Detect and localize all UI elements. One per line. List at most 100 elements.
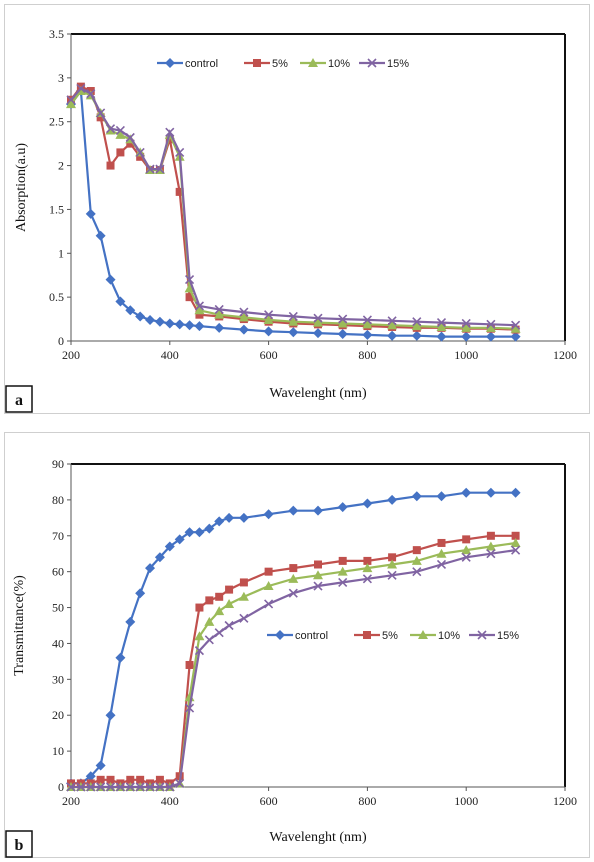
data-point-control	[263, 326, 274, 337]
data-point-10%	[362, 319, 373, 329]
series-15%	[66, 83, 521, 330]
data-point-15%	[184, 703, 195, 713]
data-point-15%	[155, 782, 165, 792]
data-point-15%	[436, 559, 447, 570]
data-point-15%	[86, 89, 96, 99]
panel-label-box	[5, 830, 33, 858]
x-tick-label: 1200	[553, 794, 577, 808]
data-point-5%	[338, 556, 347, 565]
data-point-5%	[289, 564, 298, 573]
data-point-control	[85, 771, 96, 782]
data-point-control	[485, 487, 496, 498]
data-point-control	[313, 505, 323, 516]
data-point-control	[362, 329, 373, 340]
data-point-control	[174, 534, 185, 545]
legend-entry: 10%	[438, 630, 460, 642]
legend-swatch-marker	[253, 59, 261, 67]
panel-label: b	[15, 837, 24, 854]
data-point-5%	[363, 556, 372, 565]
series-10%	[66, 537, 521, 791]
y-tick-label: 0	[58, 780, 64, 794]
data-point-10%	[313, 317, 323, 327]
data-point-15%	[145, 164, 155, 174]
series-10%	[66, 86, 521, 333]
data-point-5%	[185, 660, 194, 669]
data-point-control	[125, 616, 136, 627]
data-point-15%	[145, 782, 155, 792]
data-point-control	[485, 331, 496, 342]
data-point-10%	[214, 606, 225, 616]
data-point-10%	[387, 320, 398, 330]
data-point-10%	[313, 570, 323, 580]
y-tick-label: 10	[52, 744, 64, 758]
data-point-15%	[115, 125, 125, 136]
y-tick-label: 2.5	[49, 115, 64, 129]
data-point-15%	[105, 124, 116, 134]
data-point-control	[105, 274, 116, 285]
data-point-10%	[224, 598, 235, 608]
data-point-control	[436, 491, 447, 502]
data-point-15%	[461, 318, 471, 329]
legend-swatch-marker	[275, 630, 285, 640]
legend-swatch-marker	[165, 58, 175, 68]
data-point-15%	[194, 646, 205, 656]
data-point-5%	[239, 578, 248, 587]
data-point-10%	[485, 541, 496, 551]
data-point-control	[135, 588, 146, 599]
data-point-control	[461, 487, 472, 498]
data-point-5%	[314, 560, 322, 569]
series-line-15%	[70, 87, 516, 327]
data-point-5%	[486, 531, 495, 540]
data-point-10%	[214, 309, 225, 319]
data-point-control	[238, 324, 249, 335]
data-point-control	[135, 311, 146, 322]
data-point-15%	[264, 599, 274, 609]
data-point-control	[337, 502, 348, 513]
data-point-control	[95, 230, 106, 241]
data-point-10%	[263, 314, 274, 324]
y-tick-label: 3.5	[49, 27, 64, 41]
legend-swatch-marker	[308, 58, 318, 67]
legend-entry: 5%	[382, 630, 398, 642]
data-point-control	[387, 330, 398, 341]
data-point-10%	[411, 321, 422, 331]
y-tick-label: 3	[58, 71, 64, 85]
data-point-15%	[338, 314, 348, 324]
legend-entry: 15%	[387, 58, 409, 70]
data-point-15%	[76, 782, 86, 792]
data-point-5%	[175, 187, 184, 196]
data-point-15%	[96, 782, 106, 792]
data-point-control	[85, 208, 96, 219]
data-point-control	[436, 331, 447, 342]
data-point-15%	[165, 127, 175, 137]
data-point-10%	[194, 305, 205, 315]
data-point-15%	[288, 588, 298, 598]
data-point-control	[214, 516, 225, 527]
legend: control 5% 10% 15%	[157, 58, 409, 70]
legend-entry: 10%	[328, 58, 350, 70]
data-point-5%	[264, 567, 273, 576]
legend-entry: 15%	[497, 630, 519, 642]
y-tick-label: 1.5	[49, 202, 64, 216]
data-point-15%	[313, 313, 323, 323]
x-tick-label: 200	[62, 348, 80, 362]
legend-swatch-marker	[477, 630, 487, 640]
x-tick-label: 200	[62, 794, 80, 808]
y-tick-label: 80	[52, 493, 64, 507]
data-point-10%	[204, 616, 215, 626]
data-point-5%	[511, 531, 520, 540]
data-point-15%	[115, 782, 125, 792]
data-point-control	[204, 523, 215, 534]
data-point-15%	[412, 317, 422, 327]
data-point-control	[125, 305, 136, 316]
data-point-control	[164, 318, 175, 329]
x-tick-label: 600	[260, 794, 278, 808]
y-tick-label: 0	[58, 334, 64, 348]
data-point-15%	[511, 545, 521, 555]
legend-swatch-marker	[418, 630, 428, 639]
y-tick-label: 60	[52, 565, 64, 579]
data-point-15%	[184, 275, 195, 285]
data-point-15%	[362, 315, 372, 325]
x-tick-label: 400	[161, 794, 179, 808]
y-tick-label: 20	[52, 708, 64, 722]
